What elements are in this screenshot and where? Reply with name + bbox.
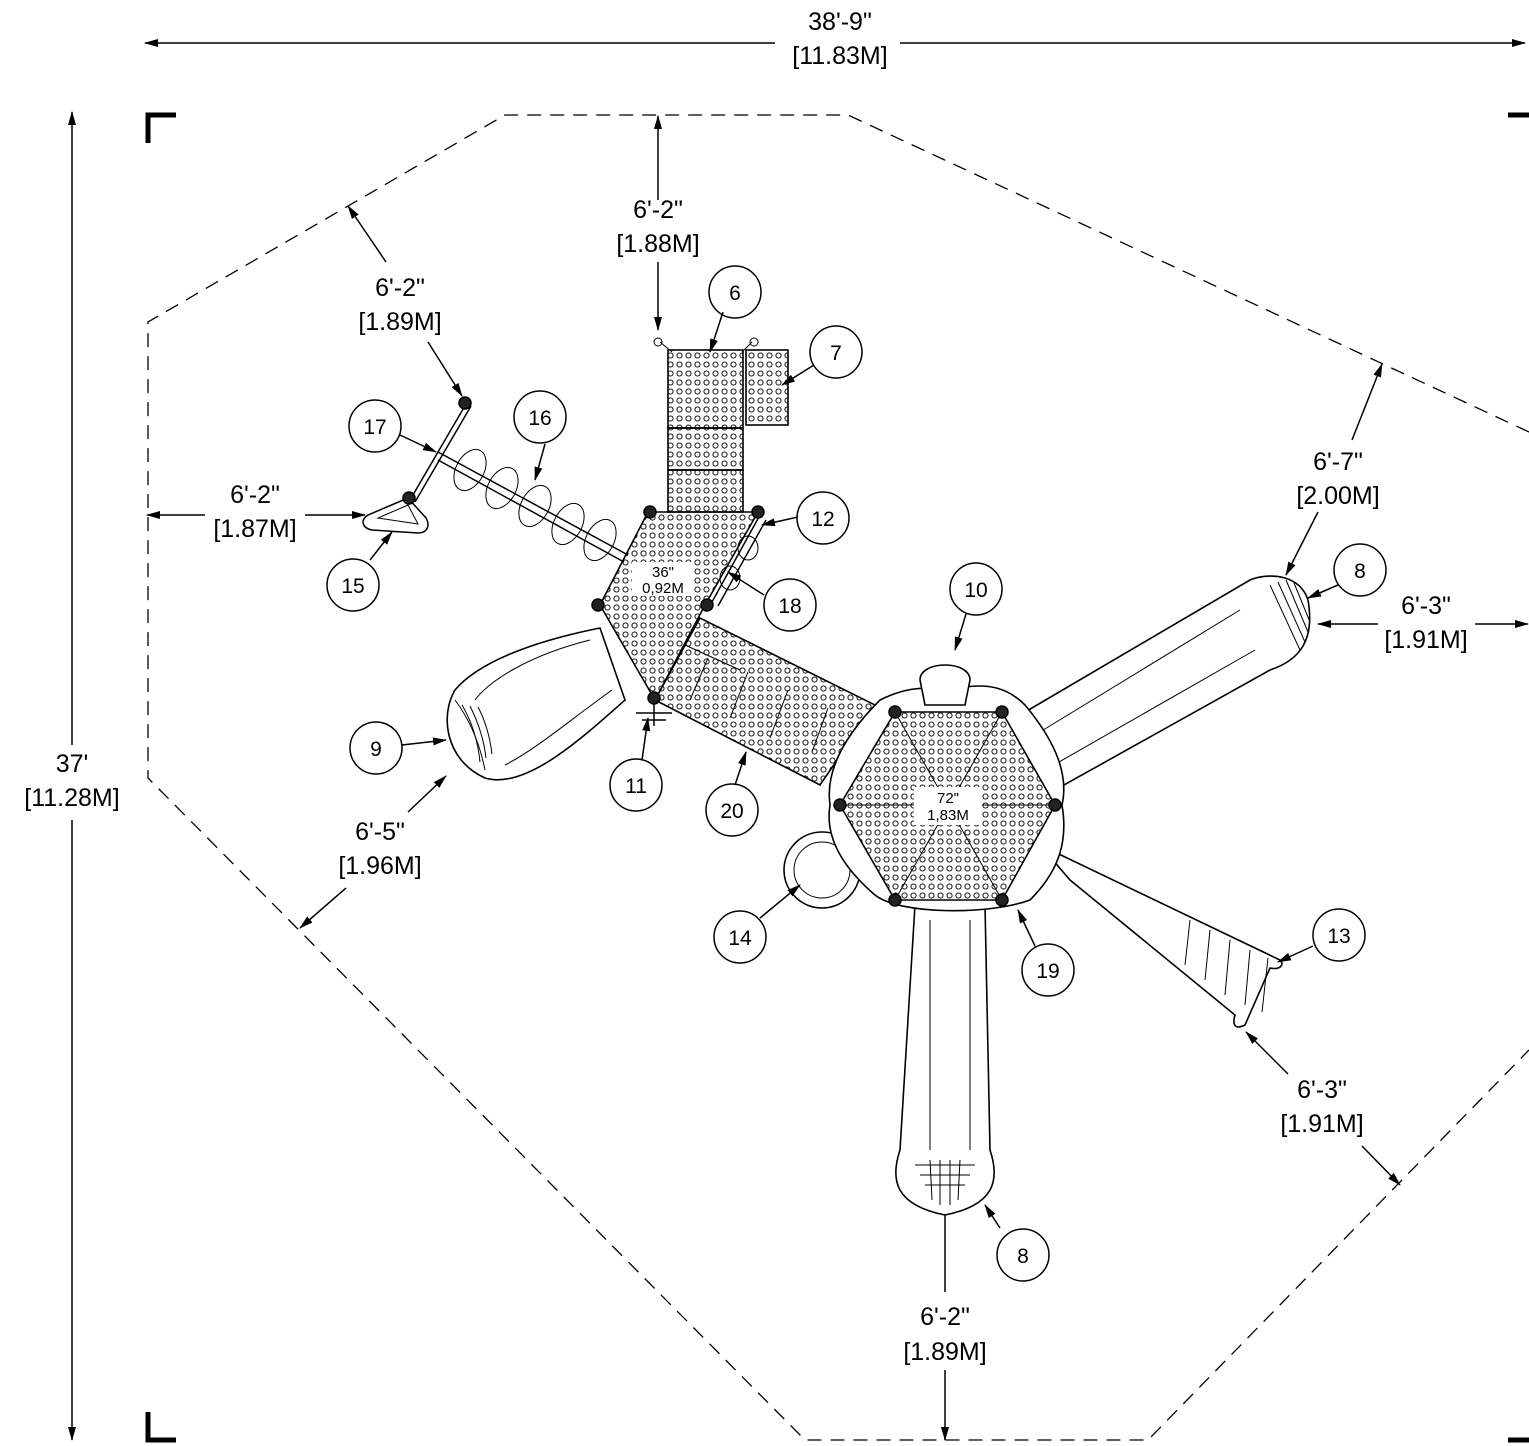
lower-left-dim-metric: [1.96M] xyxy=(338,852,421,880)
deck-72-height-imperial: 72" xyxy=(937,790,959,807)
callout-16: 16 xyxy=(513,390,567,444)
ladder-bar-17 xyxy=(409,403,472,503)
svg-text:8: 8 xyxy=(1017,1245,1029,1268)
svg-text:13: 13 xyxy=(1327,925,1350,948)
callout-17: 17 xyxy=(348,399,402,453)
step-7 xyxy=(745,349,789,426)
svg-text:16: 16 xyxy=(528,407,551,430)
climber-13 xyxy=(1039,844,1283,1028)
lower-right-dim-imperial: 6'-3" xyxy=(1297,1076,1347,1104)
callout-10: 10 xyxy=(949,562,1003,616)
spiral-climber-16 xyxy=(437,448,629,563)
bottom-dim-metric: [1.89M] xyxy=(903,1338,986,1366)
deck-72-inch: 72" 1,83M xyxy=(828,664,1065,912)
upper-left-dim-imperial: 6'-2" xyxy=(375,274,425,302)
slide-8-upper-right xyxy=(1018,575,1311,792)
overall-width-metric: [11.83M] xyxy=(792,42,887,70)
zone-dimension-top: 6'-2" [1.88M] xyxy=(616,115,700,331)
callout-14: 14 xyxy=(713,910,767,964)
deck-36-height-metric: 0,92M xyxy=(642,580,684,597)
svg-text:14: 14 xyxy=(728,927,752,950)
panel-18 xyxy=(711,514,767,607)
callout-12: 12 xyxy=(796,491,850,545)
bottom-dim-imperial: 6'-2" xyxy=(920,1303,970,1331)
zone-dimension-left: 6'-2" [1.87M] xyxy=(146,481,366,543)
left-dim-imperial: 6'-2" xyxy=(230,481,280,509)
upper-right-dim-metric: [2.00M] xyxy=(1296,482,1379,510)
small-deck-posts xyxy=(402,396,765,705)
callout-7: 7 xyxy=(809,325,863,379)
zone-dimension-bottom: 6'-2" [1.89M] xyxy=(903,1199,987,1441)
callout-9: 9 xyxy=(349,721,403,775)
overall-depth-dimension: 37' [11.28M] xyxy=(24,111,120,1441)
callout-11: 11 xyxy=(609,758,663,812)
callout-6: 6 xyxy=(708,265,762,319)
top-dim-imperial: 6'-2" xyxy=(633,196,683,224)
svg-text:19: 19 xyxy=(1036,960,1059,983)
callout-8-upper: 8 xyxy=(1333,543,1387,597)
zone-dimension-upper-left: 6'-2" [1.89M] xyxy=(347,205,463,397)
callout-15: 15 xyxy=(326,558,380,612)
overall-depth-imperial: 37' xyxy=(56,750,89,778)
callout-8-lower: 8 xyxy=(996,1228,1050,1282)
corner-brackets xyxy=(145,112,1529,1443)
callout-leaders xyxy=(369,311,1339,1229)
right-dim-imperial: 6'-3" xyxy=(1401,592,1451,620)
overall-width-dimension: 38'-9" [11.83M] xyxy=(144,8,1526,70)
svg-text:12: 12 xyxy=(811,508,834,531)
left-dim-metric: [1.87M] xyxy=(213,515,296,543)
svg-text:7: 7 xyxy=(830,342,842,365)
right-dim-metric: [1.91M] xyxy=(1384,626,1467,654)
use-zone-boundary xyxy=(147,114,1529,1441)
svg-text:17: 17 xyxy=(363,416,386,439)
deck-36-height-imperial: 36" xyxy=(652,564,674,581)
bridge-20 xyxy=(653,616,877,787)
callout-19: 19 xyxy=(1021,943,1075,997)
lower-left-dim-imperial: 6'-5" xyxy=(355,818,405,846)
svg-text:20: 20 xyxy=(720,800,743,823)
deck-36-inch: 36" 0,92M xyxy=(599,511,760,702)
svg-text:10: 10 xyxy=(964,579,987,602)
top-dim-metric: [1.88M] xyxy=(616,230,699,258)
steps-6 xyxy=(653,337,759,513)
zone-dimension-lower-left: 6'-5" [1.96M] xyxy=(299,775,447,929)
callout-20: 20 xyxy=(705,783,759,837)
trapeze-ring-15 xyxy=(362,497,429,534)
callout-13: 13 xyxy=(1312,908,1366,962)
zone-dimension-lower-right: 6'-3" [1.91M] xyxy=(1245,1031,1401,1186)
upper-left-dim-metric: [1.89M] xyxy=(358,308,441,336)
upper-right-dim-imperial: 6'-7" xyxy=(1313,448,1363,476)
deck-72-height-metric: 1,83M xyxy=(927,807,969,824)
svg-text:18: 18 xyxy=(778,595,801,618)
svg-text:11: 11 xyxy=(625,775,647,798)
slide-9 xyxy=(446,627,626,781)
svg-text:8: 8 xyxy=(1354,560,1366,583)
zone-dimension-right: 6'-3" [1.91M] xyxy=(1317,592,1529,654)
svg-text:9: 9 xyxy=(370,738,382,761)
lower-right-dim-metric: [1.91M] xyxy=(1280,1110,1363,1138)
overall-depth-metric: [11.28M] xyxy=(24,784,119,812)
zone-dimension-upper-right: 6'-7" [2.00M] xyxy=(1285,363,1383,576)
callout-18: 18 xyxy=(763,578,817,632)
svg-text:6: 6 xyxy=(729,282,741,305)
slide-8-bottom xyxy=(894,904,996,1216)
overall-width-imperial: 38'-9" xyxy=(808,8,872,36)
svg-text:15: 15 xyxy=(341,575,364,598)
